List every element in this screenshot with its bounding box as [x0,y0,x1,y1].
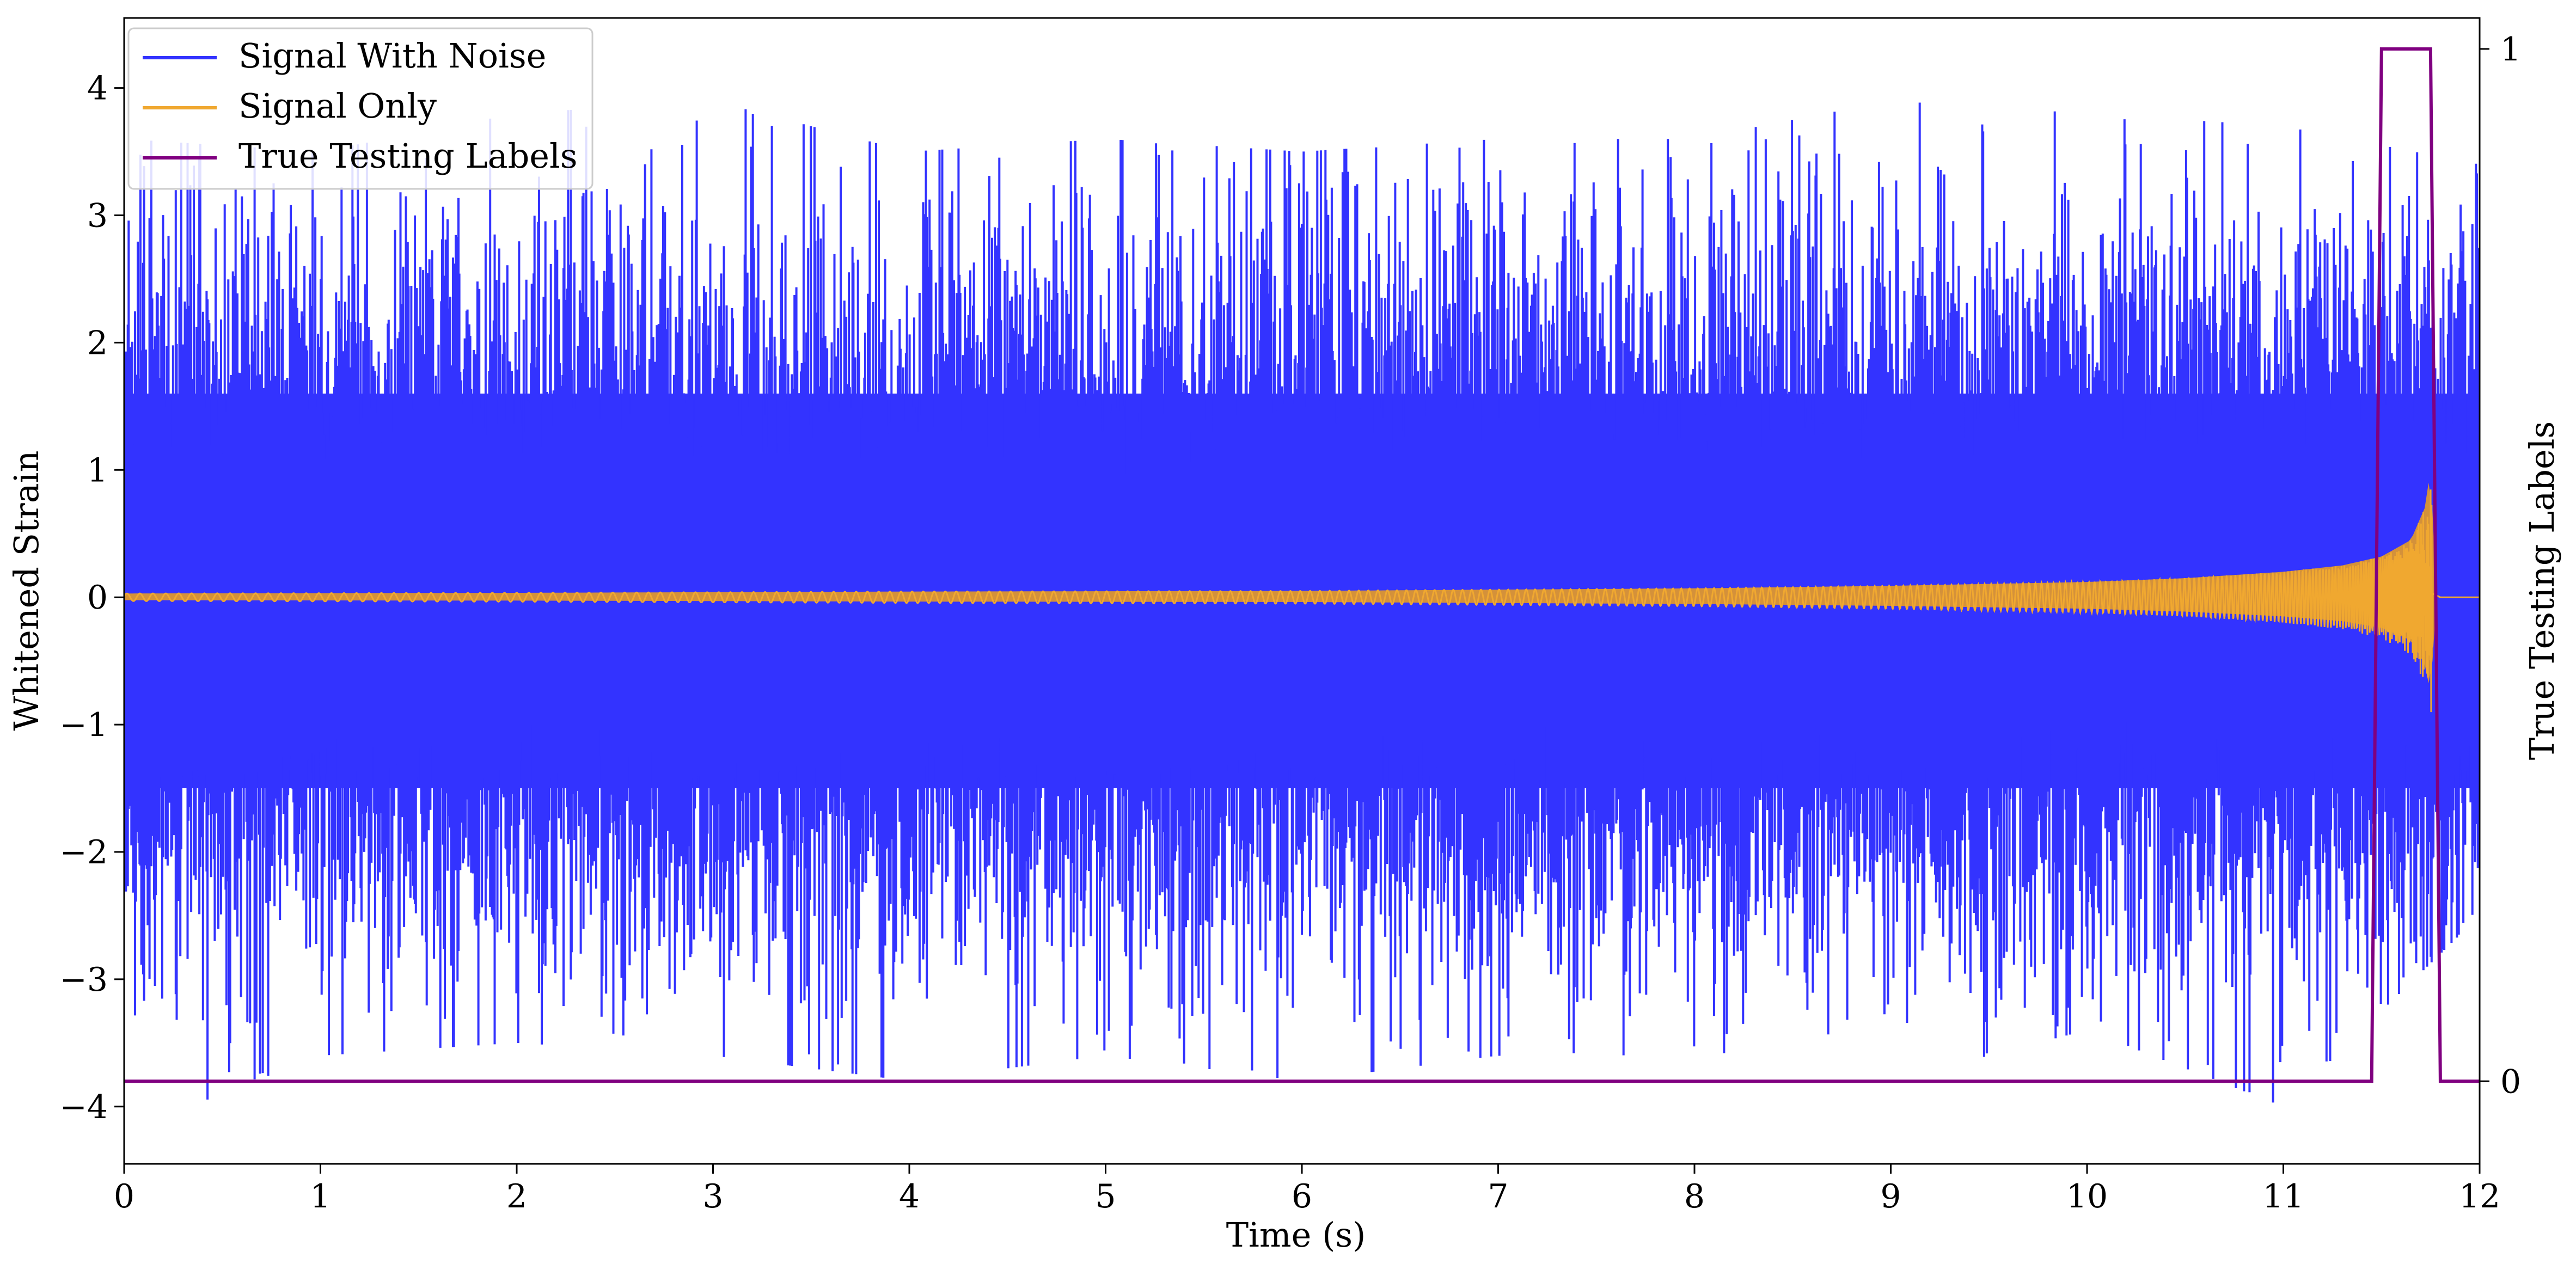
legend-label-signal-only: Signal Only [238,86,437,126]
x-tick-label: 8 [1684,1177,1705,1216]
x-tick-label: 7 [1488,1177,1508,1216]
x-tick-label: 1 [310,1177,331,1216]
y-axis-label: Whitened Strain [7,451,46,731]
x-tick-label: 11 [2262,1177,2304,1216]
y-tick-label: 4 [87,70,108,108]
x-tick-label: 6 [1292,1177,1312,1216]
x-axis-label: Time (s) [1226,1215,1366,1255]
x-tick-label: 12 [2459,1177,2500,1216]
x-tick-label: 10 [2066,1177,2108,1216]
plot-content [124,47,2480,1103]
legend: Signal With Noise Signal Only True Testi… [127,27,593,190]
y2-axis: 01 [2480,30,2521,1101]
y-tick-label: −3 [60,961,108,999]
y-tick-label: 1 [87,451,108,489]
y2-tick-label: 1 [2500,30,2521,69]
x-tick-label: 5 [1095,1177,1116,1216]
y-tick-label: 0 [87,579,108,617]
x-tick-label: 2 [506,1177,527,1216]
y-tick-label: −2 [60,833,108,872]
x-axis: 0 1 2 3 4 5 6 7 8 9 10 11 12 [114,1164,2500,1216]
x-tick-label: 3 [702,1177,723,1216]
series-true-testing-labels [124,47,2480,1083]
y-tick-label: −4 [60,1088,108,1126]
y2-tick-label: 0 [2500,1063,2521,1101]
y-tick-label: −1 [60,706,108,744]
y2-axis-label: True Testing Labels [2522,421,2562,760]
series-signal-only [124,489,2480,713]
legend-label-true-testing-labels: True Testing Labels [238,136,578,176]
x-tick-label: 0 [114,1177,134,1216]
legend-box [127,27,593,190]
y-axis: −4 −3 −2 −1 0 1 2 3 4 [60,70,124,1126]
y-tick-label: 3 [87,197,108,235]
legend-label-signal-with-noise: Signal With Noise [238,36,546,76]
y-tick-label: 2 [87,324,108,362]
x-tick-label: 4 [899,1177,920,1216]
x-tick-label: 9 [1880,1177,1901,1216]
